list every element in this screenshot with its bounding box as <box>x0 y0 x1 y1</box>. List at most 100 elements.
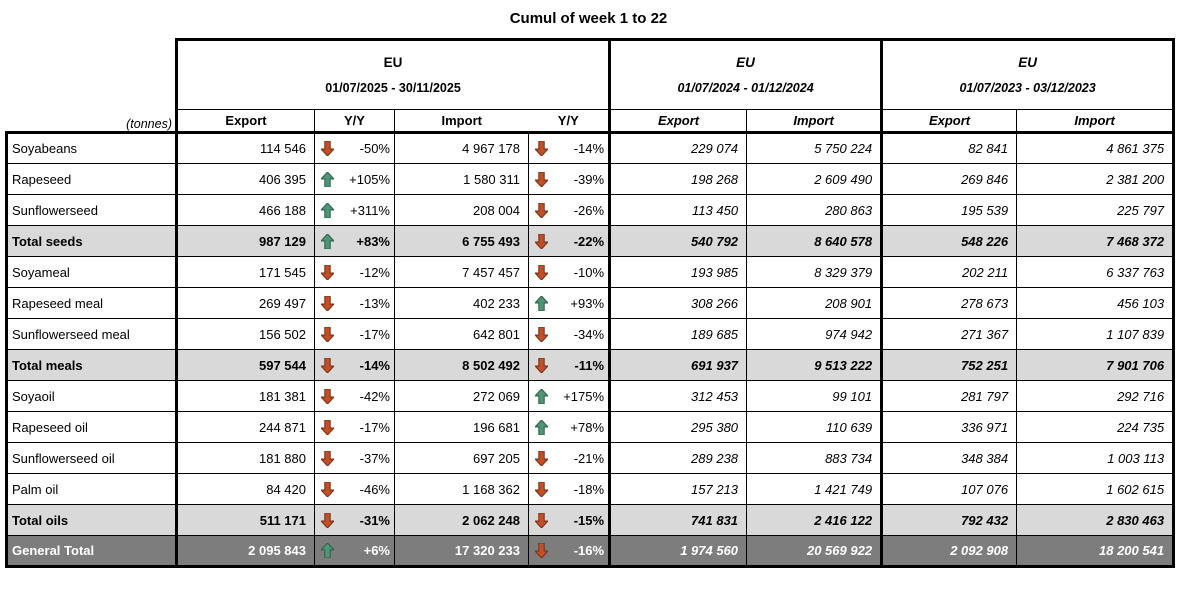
trend-arrow-icon <box>321 357 334 373</box>
cell-import-2025: 697 205 <box>394 442 529 474</box>
yy-value: -26% <box>573 202 605 218</box>
cell-import-2025: 2 062 248 <box>394 504 529 536</box>
cell-export-2024: 289 238 <box>608 442 748 474</box>
cell-export-2024: 741 831 <box>608 504 748 536</box>
table-row: Soyabeans 114 546 -50% 4 967 178 -14% 22… <box>5 131 1176 164</box>
cell-export-2024: 193 985 <box>608 256 748 288</box>
cell-import-yy-2025: -21% <box>527 442 611 474</box>
cell-import-2023: 225 797 <box>1016 194 1176 226</box>
trend-arrow-icon <box>321 202 334 218</box>
cell-import-2025: 1 580 311 <box>394 163 529 195</box>
trend-arrow-icon <box>535 141 548 156</box>
cell-import-yy-2025: -39% <box>527 163 611 195</box>
yy-value: +78% <box>570 419 605 435</box>
cell-export-2025: 171 545 <box>175 256 315 288</box>
trend-arrow-icon <box>321 295 334 311</box>
header-spacer <box>6 39 177 110</box>
cell-export-2025: 269 497 <box>175 287 315 319</box>
row-label: Palm oil <box>5 473 177 505</box>
group-region: EU <box>383 54 403 70</box>
yy-value: -46% <box>359 481 390 497</box>
cell-export-2023: 269 846 <box>880 163 1018 195</box>
yy-value: -18% <box>573 481 605 497</box>
col-header-export-2024: Export <box>608 109 748 133</box>
trend-arrow-icon <box>535 264 548 280</box>
cell-export-2023: 281 797 <box>880 380 1018 412</box>
cell-export-2023: 792 432 <box>880 504 1018 536</box>
trend-arrow-icon <box>321 233 334 249</box>
cell-export-2024: 540 792 <box>608 225 748 257</box>
yy-value: -17% <box>359 419 390 435</box>
cell-export-yy-2025: -31% <box>314 504 395 536</box>
trend-arrow-icon <box>535 357 548 373</box>
col-header-yy-export-2025: Y/Y <box>314 109 395 133</box>
cell-export-2024: 157 213 <box>608 473 748 505</box>
table-row: Rapeseed 406 395 +105% 1 580 311 -39% 19… <box>5 163 1176 195</box>
yy-value: +93% <box>570 295 605 311</box>
row-label: Total seeds <box>5 225 177 257</box>
row-label: Total oils <box>5 504 177 536</box>
group-period: 01/07/2024 - 01/12/2024 <box>677 81 814 96</box>
row-label: Sunflowerseed meal <box>5 318 177 350</box>
grand-total-row: General Total 2 095 843 +6% 17 320 233 -… <box>5 535 1176 568</box>
cell-import-2024: 5 750 224 <box>746 131 883 164</box>
cell-export-2024: 691 937 <box>608 349 748 381</box>
trend-arrow-icon <box>535 450 548 466</box>
group-region: EU <box>736 54 755 70</box>
trend-arrow-icon <box>321 419 334 435</box>
cell-export-yy-2025: -13% <box>314 287 395 319</box>
trend-arrow-icon <box>321 450 334 466</box>
cell-export-yy-2025: +83% <box>314 225 395 257</box>
yy-value: -42% <box>359 388 390 404</box>
cell-export-2023: 271 367 <box>880 318 1018 350</box>
trend-arrow-icon <box>321 543 334 558</box>
col-header-export-2023: Export <box>880 109 1018 133</box>
row-label: Soyaoil <box>5 380 177 412</box>
cell-import-yy-2025: -11% <box>527 349 611 381</box>
cell-import-yy-2025: -26% <box>527 194 611 226</box>
cell-import-2023: 1 602 615 <box>1016 473 1176 505</box>
cell-export-yy-2025: +311% <box>314 194 395 226</box>
row-label: Soyameal <box>5 256 177 288</box>
cell-import-2025: 208 004 <box>394 194 529 226</box>
cell-import-yy-2025: +175% <box>527 380 611 412</box>
cell-export-2024: 229 074 <box>608 131 748 164</box>
cell-import-2025: 8 502 492 <box>394 349 529 381</box>
yy-value: -21% <box>573 450 605 466</box>
yy-value: +105% <box>349 171 390 187</box>
col-header-yy-import-2025: Y/Y <box>528 109 611 133</box>
yy-value: -50% <box>359 141 390 156</box>
cell-export-2024: 1 974 560 <box>608 535 748 568</box>
unit-label: (tonnes) <box>126 117 172 131</box>
trend-arrow-icon <box>535 388 548 404</box>
trend-arrow-icon <box>321 512 334 528</box>
trend-arrow-icon <box>535 326 548 342</box>
cell-import-2024: 99 101 <box>746 380 883 412</box>
cell-export-2025: 181 880 <box>175 442 315 474</box>
cell-import-2025: 6 755 493 <box>394 225 529 257</box>
yy-value: -11% <box>574 357 605 373</box>
yy-value: -22% <box>573 233 605 249</box>
cell-export-2023: 336 971 <box>880 411 1018 443</box>
cell-export-2025: 406 395 <box>175 163 315 195</box>
group-header-eu-2025: EU 01/07/2025 - 30/11/2025 <box>174 38 612 110</box>
column-header-row: (tonnes) Export Y/Y Import Y/Y Export Im… <box>7 109 1176 133</box>
cell-export-2025: 181 381 <box>175 380 315 412</box>
total-row-meals: Total meals 597 544 -14% 8 502 492 -11% … <box>5 349 1176 381</box>
total-row-oils: Total oils 511 171 -31% 2 062 248 -15% 7… <box>5 504 1176 536</box>
cell-export-2024: 312 453 <box>608 380 748 412</box>
cell-import-2025: 642 801 <box>394 318 529 350</box>
cell-export-2025: 114 546 <box>175 131 315 164</box>
trend-arrow-icon <box>535 295 548 311</box>
cell-export-yy-2025: -50% <box>314 131 395 164</box>
yy-value: +175% <box>563 388 605 404</box>
table-row: Rapeseed meal 269 497 -13% 402 233 +93% … <box>5 287 1176 319</box>
cell-import-2023: 2 381 200 <box>1016 163 1176 195</box>
cell-export-2024: 295 380 <box>608 411 748 443</box>
cell-import-2023: 4 861 375 <box>1016 131 1176 164</box>
group-region: EU <box>1018 54 1037 70</box>
cell-import-yy-2025: -22% <box>527 225 611 257</box>
yy-value: -15% <box>573 512 605 528</box>
cell-import-2024: 8 329 379 <box>746 256 883 288</box>
cell-import-2023: 18 200 541 <box>1016 535 1176 568</box>
